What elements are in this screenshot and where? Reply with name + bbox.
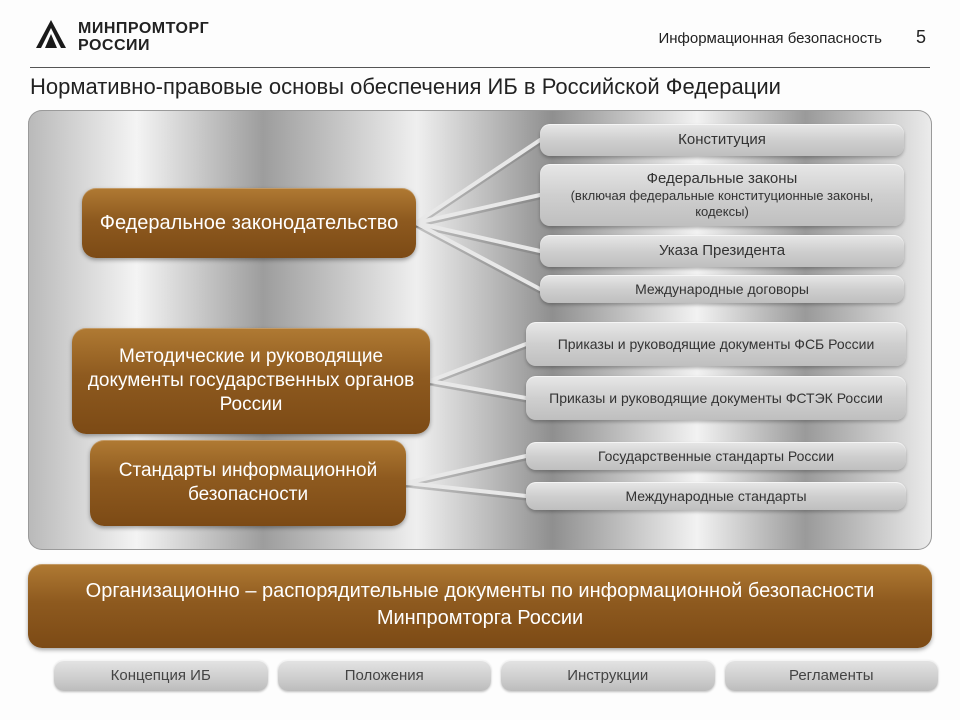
category-label: Федеральное законодательство bbox=[100, 211, 399, 236]
tab-concept[interactable]: Концепция ИБ bbox=[54, 660, 268, 691]
brand-name: МИНПРОМТОРГ РОССИИ bbox=[78, 21, 209, 55]
tab-label: Инструкции bbox=[567, 667, 648, 684]
footer-tabs: Концепция ИБ Положения Инструкции Регламент… bbox=[54, 660, 938, 691]
tab-regulations[interactable]: Положения bbox=[278, 660, 492, 691]
item-label: Приказы и руководящие документы ФСБ Росс… bbox=[558, 336, 875, 353]
category-label: Методические и руководящие документы гос… bbox=[86, 345, 416, 416]
item-orders-fsb: Приказы и руководящие документы ФСБ Росс… bbox=[526, 322, 906, 366]
item-label: Конституция bbox=[678, 131, 766, 149]
item-label: Государственные стандарты России bbox=[598, 448, 834, 465]
item-sublabel: (включая федеральные конституционные зак… bbox=[550, 188, 894, 219]
category-methodical-docs: Методические и руководящие документы гос… bbox=[72, 328, 430, 434]
brand-logo-icon bbox=[34, 18, 68, 57]
item-intl-standards: Международные стандарты bbox=[526, 482, 906, 510]
page-title: Нормативно-правовые основы обеспечения И… bbox=[0, 68, 960, 110]
category-federal-legislation: Федеральное законодательство bbox=[82, 188, 416, 258]
header-right: Информационная безопасность 5 bbox=[658, 27, 926, 48]
tab-label: Концепция ИБ bbox=[111, 667, 211, 684]
item-constitution: Конституция bbox=[540, 124, 904, 156]
tab-label: Регламенты bbox=[789, 667, 874, 684]
item-orders-fstec: Приказы и руководящие документы ФСТЭК Ро… bbox=[526, 376, 906, 420]
brand: МИНПРОМТОРГ РОССИИ bbox=[34, 18, 209, 57]
item-label: Федеральные законы bbox=[550, 170, 894, 188]
tab-reglaments[interactable]: Регламенты bbox=[725, 660, 939, 691]
item-president-decrees: Указа Президента bbox=[540, 235, 904, 267]
item-label: Приказы и руководящие документы ФСТЭК Ро… bbox=[549, 390, 883, 407]
item-label: Международные стандарты bbox=[625, 488, 806, 505]
diagram-panel: Федеральное законодательство Методические… bbox=[28, 110, 932, 550]
brand-line2: РОССИИ bbox=[78, 38, 209, 55]
tab-instructions[interactable]: Инструкции bbox=[501, 660, 715, 691]
page-number: 5 bbox=[916, 27, 926, 48]
section-label: Информационная безопасность bbox=[658, 30, 882, 47]
item-label: Международные договоры bbox=[635, 281, 809, 298]
category-label: Стандарты информационной безопасности bbox=[104, 459, 392, 507]
tab-label: Положения bbox=[345, 667, 424, 684]
slide-header: МИНПРОМТОРГ РОССИИ Информационная безопа… bbox=[0, 0, 960, 63]
item-label: Указа Президента bbox=[659, 242, 785, 260]
category-ib-standards: Стандарты информационной безопасности bbox=[90, 440, 406, 526]
item-state-standards: Государственные стандарты России bbox=[526, 442, 906, 470]
item-intl-treaties: Международные договоры bbox=[540, 275, 904, 303]
footer-summary-box: Организационно – распорядительные докуме… bbox=[28, 564, 932, 648]
brand-line1: МИНПРОМТОРГ bbox=[78, 21, 209, 38]
item-federal-laws: Федеральные законы(включая федеральные к… bbox=[540, 164, 904, 226]
